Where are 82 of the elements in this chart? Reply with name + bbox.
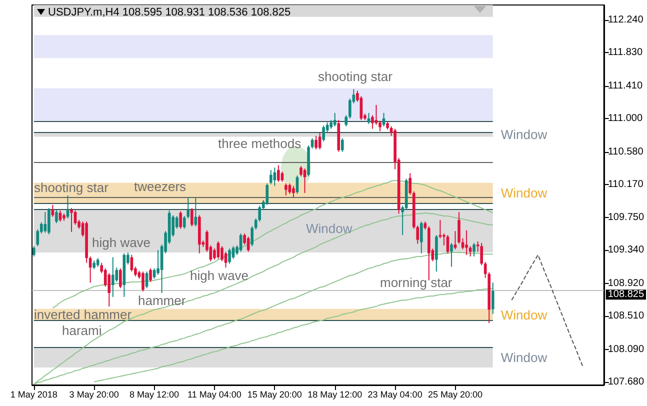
- candlestick: [66, 194, 70, 219]
- candlestick: [292, 185, 295, 198]
- y-tick-label: 107.680: [608, 376, 644, 388]
- candlestick: [119, 268, 122, 289]
- y-tick-label: 110.580: [608, 146, 644, 158]
- candlestick: [284, 182, 288, 196]
- candlestick: [333, 112, 336, 127]
- candlestick: [220, 246, 224, 262]
- annotation: high wave: [190, 268, 249, 283]
- candlestick: [465, 230, 468, 256]
- candlestick: [70, 208, 73, 232]
- ref-line-label: 108.825: [608, 289, 644, 300]
- chart-title: USDJPY.m,H4 108.595 108.931 108.536 108.825: [48, 6, 291, 18]
- band-label: Window: [500, 127, 548, 142]
- candlestick: [322, 125, 325, 142]
- candlestick: [318, 131, 322, 150]
- candlestick: [435, 234, 438, 272]
- annotation: shooting star: [318, 69, 394, 84]
- candlestick: [458, 212, 460, 244]
- candlestick: [228, 248, 231, 264]
- candlestick: [277, 164, 280, 182]
- annotation: tweezers: [134, 179, 187, 194]
- x-tick-label: 1 May 2018: [10, 390, 58, 400]
- x-tick-label: 18 May 12:00: [308, 390, 362, 400]
- annotation: Window: [306, 221, 353, 236]
- annotation: shooting star: [34, 180, 110, 195]
- candlestick: [461, 238, 464, 250]
- annotation: inverted hammer: [34, 307, 132, 322]
- y-tick-label: 110.170: [608, 178, 644, 190]
- annotation: high wave: [92, 235, 151, 250]
- annotation: morning star: [380, 275, 453, 290]
- candlestick: [491, 282, 494, 314]
- band-label: Window: [500, 307, 548, 322]
- candlestick: [55, 209, 58, 224]
- candlestick: [340, 138, 344, 152]
- candlestick: [280, 171, 284, 182]
- y-tick-label: 112.240: [608, 14, 644, 26]
- y-tick-label: 111.830: [608, 47, 643, 58]
- candlestick: [190, 208, 194, 227]
- candlestick: [300, 166, 302, 177]
- candlestick: [156, 250, 160, 276]
- candlestick: [216, 240, 220, 260]
- candlestick: [378, 120, 382, 132]
- x-tick-label: 3 May 20:00: [69, 390, 119, 400]
- candlestick: [454, 230, 457, 250]
- candlestick: [246, 236, 250, 252]
- candlestick: [142, 271, 144, 292]
- candlestick: [344, 114, 348, 127]
- annotation: hammer: [138, 293, 186, 308]
- candlestick: [149, 268, 152, 282]
- candlestick: [111, 256, 114, 298]
- x-tick-label: 11 May 04:00: [188, 390, 242, 400]
- x-tick-label: 23 May 04:00: [368, 390, 422, 400]
- candlestick: [480, 242, 483, 266]
- y-tick-label: 108.920: [608, 278, 644, 289]
- candlestick: [48, 208, 50, 235]
- candlestick: [269, 170, 272, 185]
- candlestick: [108, 272, 111, 307]
- candlestick: [450, 242, 453, 268]
- candlestick: [382, 112, 386, 127]
- x-tick-label: 15 May 20:00: [247, 390, 302, 400]
- band-label: Window: [500, 186, 548, 201]
- x-tick-label: 8 May 12:00: [130, 390, 180, 400]
- annotation: three methods: [218, 136, 302, 151]
- band-label: Window: [500, 350, 548, 366]
- candlestick: [32, 246, 36, 257]
- candlestick: [179, 210, 182, 230]
- candlestick: [266, 182, 269, 206]
- y-tick-label: 111.410: [608, 80, 643, 92]
- candlestick: [194, 196, 198, 227]
- candlestick: [250, 226, 254, 247]
- y-tick-label: 109.340: [608, 244, 644, 256]
- y-tick-label: 109.750: [608, 212, 644, 224]
- y-tick-label: 108.090: [608, 344, 644, 355]
- candlestick: [314, 135, 318, 150]
- x-tick-label: 25 May 20:00: [428, 390, 483, 400]
- y-tick-label: 111.000: [608, 112, 643, 124]
- candlestick: [472, 242, 476, 257]
- y-tick-label: 108.510: [608, 310, 644, 322]
- candlestick: [408, 172, 412, 196]
- candlestick: [420, 221, 423, 254]
- annotation: harami: [62, 323, 102, 338]
